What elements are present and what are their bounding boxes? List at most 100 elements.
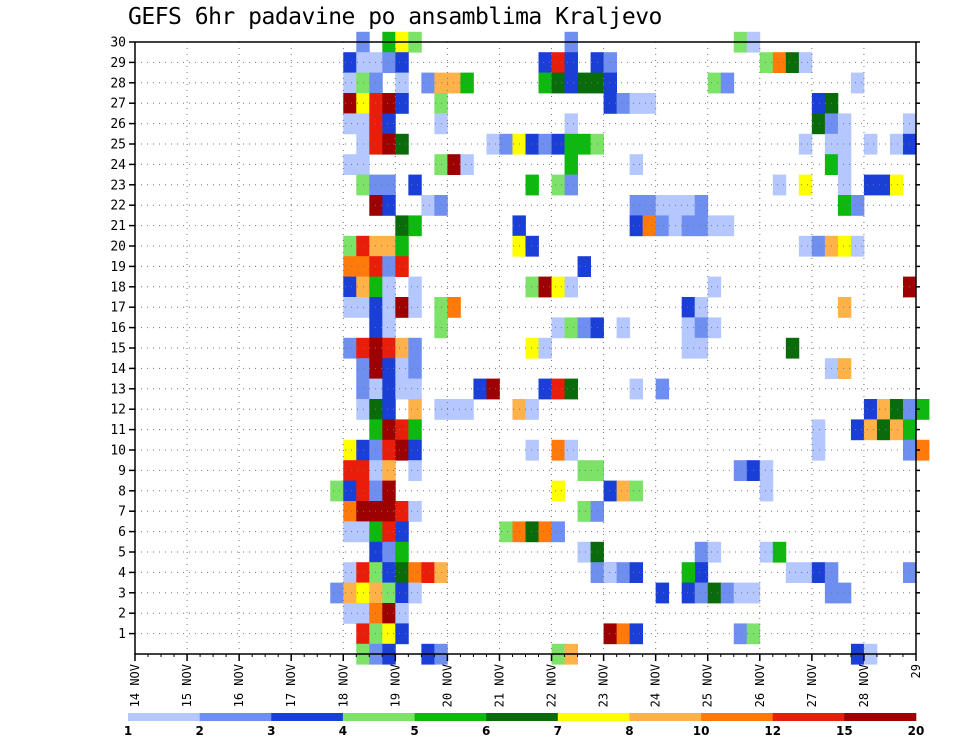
heatmap-cell [551,276,565,298]
heatmap-cell [785,562,800,583]
heatmap-cell [408,582,422,604]
heatmap-cell [876,399,891,420]
heatmap-cell [343,235,357,257]
y-tick-label: 11 [110,423,126,438]
heatmap-cell [369,317,383,339]
heatmap-cell [356,378,370,400]
heatmap-cell [369,358,383,379]
heatmap-cell [343,480,357,502]
heatmap-cell [889,133,904,155]
colorbar-swatch [486,713,559,721]
heatmap-cell [369,562,383,583]
heatmap-cell [694,337,709,359]
heatmap-cell [382,317,396,339]
heatmap-cell [720,215,735,237]
heatmap-cell [369,337,383,359]
y-tick-label: 23 [110,178,126,193]
y-tick-label: 24 [110,158,126,173]
heatmap-cell [538,276,552,298]
heatmap-cell [343,93,357,114]
heatmap-cell [395,582,409,604]
heatmap-cell [577,460,591,481]
colorbar-label: 4 [339,724,347,738]
y-tick-label: 28 [110,76,126,91]
heatmap-cell [382,276,396,298]
x-tick-label: 22 NOV [545,664,559,707]
y-tick-label: 5 [118,546,126,561]
heatmap-cell [681,297,696,318]
heatmap-cell [551,521,565,543]
heatmap-cell [863,174,878,196]
heatmap-cell [369,256,383,277]
heatmap-cell [421,562,435,583]
heatmap-cell [564,113,578,135]
colorbar-label: 20 [908,724,925,738]
heatmap-cell [356,582,370,604]
heatmap-cell [382,337,396,359]
heatmap-cell [395,215,409,237]
heatmap-cell [564,52,578,73]
heatmap-cell [733,623,748,645]
heatmap-cell [525,276,539,298]
y-tick-label: 26 [110,117,126,132]
y-tick-label: 1 [118,627,126,642]
heatmap-cell [395,378,409,400]
colorbar-swatch [844,713,917,721]
heatmap-cell [772,541,787,563]
heatmap-cell [382,603,396,624]
heatmap-cell [343,113,357,135]
heatmap-cell [629,378,644,400]
heatmap-cell [356,235,370,257]
heatmap-cell [369,195,383,216]
heatmap-cell [486,133,500,155]
heatmap-cell [525,235,539,257]
heatmap-cell [369,521,383,543]
heatmap-cell [356,276,370,298]
heatmap-cell [369,399,383,420]
heatmap-cell [356,52,370,73]
heatmap-cell [369,480,383,502]
heatmap-cell [369,297,383,318]
heatmap-cell [577,541,591,563]
heatmap-cell [369,72,383,94]
x-tick-label: 20 NOV [440,664,454,707]
heatmap-cell [863,399,878,420]
heatmap-cell [382,297,396,318]
heatmap-cell [395,439,409,461]
y-tick-label: 25 [110,138,126,153]
y-tick-label: 3 [118,586,126,601]
heatmap-cell [564,317,578,339]
heatmap-cell [382,93,396,114]
heatmap-cell [460,154,474,175]
x-tick-label: 21 NOV [492,664,506,707]
heatmap-cell [694,215,709,237]
heatmap-cell [759,52,774,73]
heatmap-cell [408,419,422,441]
heatmap-cell [863,133,878,155]
heatmap-cell [369,603,383,624]
colorbar-label: 6 [482,724,490,738]
heatmap-cell [616,562,631,583]
heatmap-cell [694,317,709,339]
y-tick-label: 12 [110,403,126,418]
heatmap-cell [343,582,357,604]
heatmap-cell [577,256,591,277]
heatmap-cell [343,603,357,624]
y-tick-label: 30 [110,36,126,51]
heatmap-cell [447,154,461,175]
heatmap-cell [694,195,709,216]
heatmap-cell [551,133,565,155]
heatmap-cell [343,256,357,277]
heatmap-cell [681,317,696,339]
heatmap-cell [551,317,565,339]
heatmap-cell [356,93,370,114]
colorbar-label: 1 [124,724,132,738]
heatmap-cell [616,317,631,339]
heatmap-cell [772,52,787,73]
heatmap-cell [408,358,422,379]
colorbar-label: 5 [410,724,418,738]
heatmap-cell [863,419,878,441]
heatmap-cell [382,235,396,257]
heatmap-cell [603,562,618,583]
